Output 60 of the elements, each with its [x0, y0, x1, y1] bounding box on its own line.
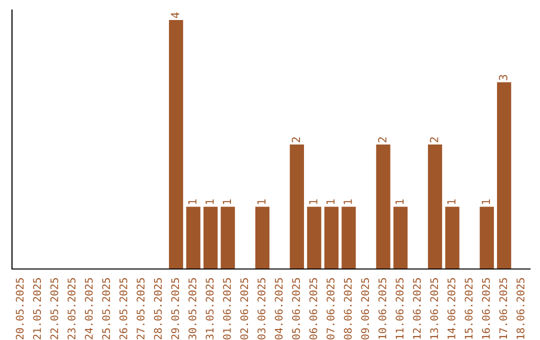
- bar: [220, 206, 235, 269]
- x-tick-label: 23.05.2025: [68, 278, 76, 340]
- x-tick-label: 06.06.2025: [309, 278, 318, 340]
- bar: [255, 206, 270, 269]
- bar: [168, 20, 184, 269]
- data-label: 1: [309, 199, 318, 204]
- x-tick-label: 16.06.2025: [482, 278, 490, 339]
- x-tick-label: 04.06.2025: [274, 278, 283, 340]
- data-label: 1: [257, 199, 266, 204]
- bar: [342, 206, 356, 269]
- x-tick-label: 01.06.2025: [223, 278, 231, 340]
- x-tick-label: 27.05.2025: [136, 278, 145, 340]
- bar: [376, 144, 390, 269]
- bar: [186, 206, 200, 269]
- x-tick-label: 24.05.2025: [84, 278, 93, 340]
- data-label: 1: [344, 199, 352, 204]
- bar: [497, 82, 512, 269]
- data-label: 1: [326, 199, 335, 204]
- x-tick-label: 25.05.2025: [102, 278, 110, 340]
- data-label: 1: [222, 199, 231, 204]
- bar: [445, 206, 460, 269]
- x-tick-label: 15.06.2025: [464, 278, 473, 339]
- x-tick-label: 26.05.2025: [119, 278, 128, 340]
- x-tick-label: 31.05.2025: [206, 278, 214, 340]
- data-label: 3: [498, 74, 508, 80]
- x-tick-label: 02.06.2025: [240, 278, 248, 340]
- x-tick-label: 18.06.2025: [516, 278, 524, 339]
- data-label: 4: [171, 12, 180, 18]
- bar: [203, 206, 218, 269]
- bar: [324, 206, 339, 269]
- x-tick-label: 12.06.2025: [412, 278, 421, 339]
- x-tick-label: 14.06.2025: [447, 278, 456, 339]
- bar: [290, 144, 304, 269]
- bar: [307, 206, 322, 269]
- data-label: 2: [292, 137, 300, 142]
- x-tick-label: 20.05.2025: [16, 278, 24, 340]
- data-label: 1: [206, 199, 214, 204]
- data-label: 2: [378, 137, 386, 142]
- bar: [480, 206, 494, 269]
- x-tick-label: 21.05.2025: [33, 278, 41, 340]
- x-tick-label: 05.06.2025: [292, 278, 300, 340]
- x-tick-label: 07.06.2025: [326, 278, 334, 340]
- x-tick-label: 29.05.2025: [171, 278, 180, 340]
- data-label: 1: [447, 199, 456, 204]
- x-tick-label: 22.05.2025: [50, 278, 58, 340]
- x-tick-label: 03.06.2025: [258, 278, 266, 340]
- x-tick-label: 10.06.2025: [378, 278, 386, 339]
- data-label: 2: [430, 137, 438, 142]
- bar: [428, 144, 442, 269]
- data-label: 1: [188, 199, 196, 204]
- x-tick-label: 08.06.2025: [344, 278, 352, 340]
- data-label: 1: [395, 199, 404, 204]
- x-tick-label: 30.05.2025: [188, 278, 196, 340]
- x-tick-label: 11.06.2025: [396, 278, 404, 339]
- data-label: 1: [482, 199, 490, 204]
- x-tick-label: 13.06.2025: [430, 278, 438, 339]
- x-tick-label: 09.06.2025: [361, 278, 370, 340]
- x-tick-label: 17.06.2025: [499, 278, 508, 339]
- bar: [393, 206, 408, 269]
- x-tick-label: 28.05.2025: [154, 278, 162, 340]
